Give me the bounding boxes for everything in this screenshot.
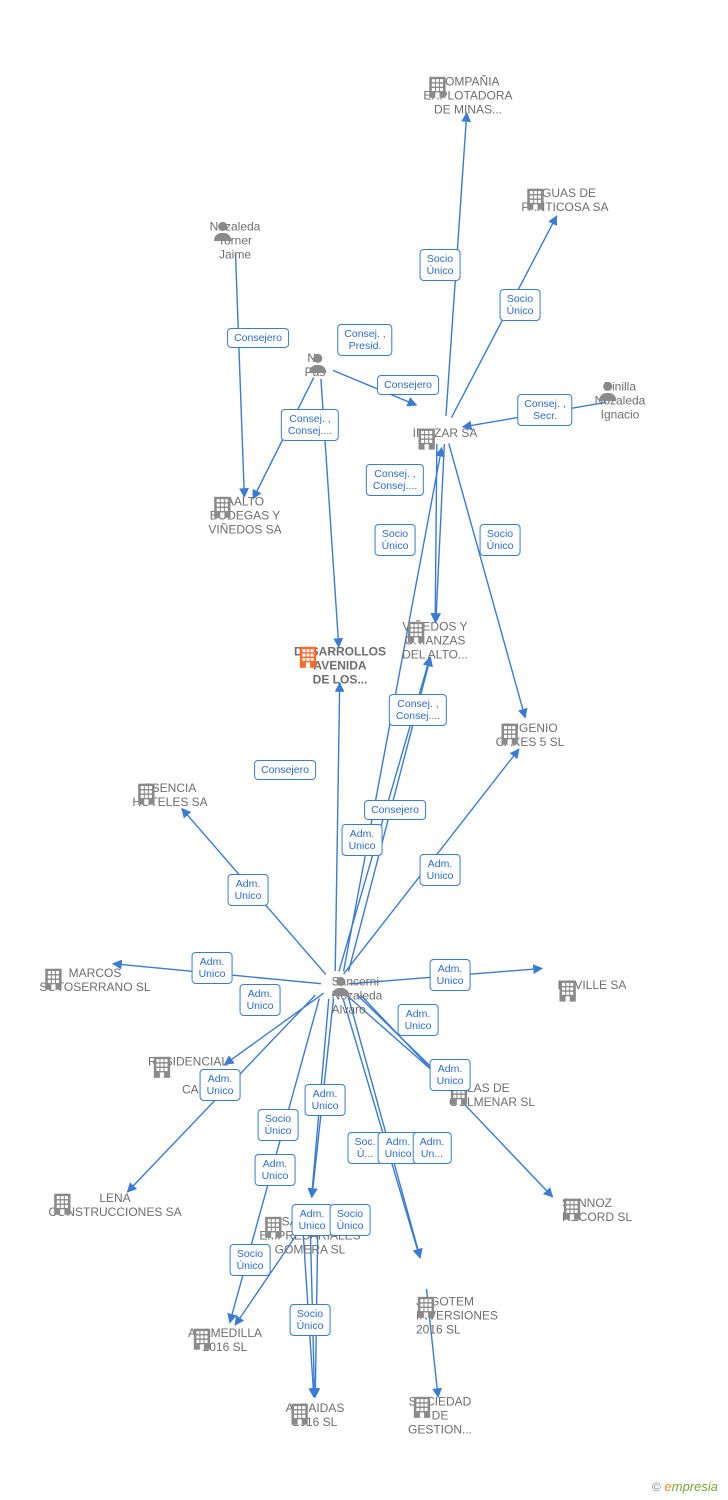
edge bbox=[446, 113, 467, 416]
edge bbox=[426, 1289, 438, 1397]
edge bbox=[451, 216, 556, 418]
edge bbox=[361, 995, 553, 1197]
edge bbox=[312, 999, 334, 1197]
copyright-symbol: © bbox=[652, 1480, 661, 1494]
edge bbox=[335, 683, 340, 971]
edge bbox=[333, 370, 416, 405]
edge bbox=[113, 964, 321, 984]
edge-layer bbox=[0, 0, 728, 1500]
edge bbox=[182, 809, 326, 975]
edge bbox=[235, 1227, 302, 1326]
brand: empresia bbox=[665, 1479, 718, 1494]
edge bbox=[349, 968, 542, 983]
edge bbox=[236, 254, 245, 497]
edge bbox=[343, 998, 420, 1257]
edge bbox=[349, 998, 420, 1257]
edge bbox=[349, 657, 431, 971]
edge bbox=[344, 749, 519, 974]
edge bbox=[253, 378, 314, 499]
edge bbox=[225, 993, 324, 1064]
edge bbox=[463, 402, 606, 427]
edge bbox=[449, 443, 525, 717]
edge bbox=[127, 995, 315, 1192]
edge bbox=[344, 448, 442, 972]
edge bbox=[312, 999, 329, 1197]
edge bbox=[321, 379, 339, 647]
footer: © empresia bbox=[652, 1479, 718, 1494]
edge bbox=[315, 1229, 318, 1397]
